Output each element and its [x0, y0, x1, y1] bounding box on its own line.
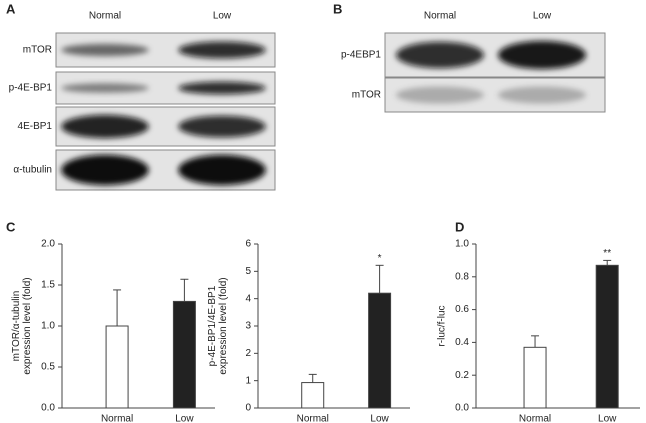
blot-band [396, 41, 484, 69]
blot-band [61, 83, 149, 93]
bar [105, 325, 129, 409]
y-tick-label: 0.8 [455, 271, 469, 282]
x-tick-label: Normal [519, 414, 551, 423]
y-tick-label: 1.0 [455, 239, 469, 250]
panel-label: A [6, 1, 16, 16]
y-tick-label: 1 [245, 375, 251, 386]
x-tick-label: Low [175, 414, 194, 423]
row-label: p-4E-BP1 [9, 83, 53, 94]
x-tick-label: Normal [101, 414, 133, 423]
significance: * [378, 253, 382, 264]
y-tick-label: 0.4 [455, 337, 469, 348]
significance: ** [603, 248, 611, 259]
y-tick-label: 0.0 [455, 403, 469, 414]
row-label: p-4EBP1 [341, 50, 381, 61]
row-label: mTOR [23, 45, 52, 56]
column-header: Normal [89, 11, 121, 22]
y-tick-label: 0.2 [455, 370, 469, 381]
x-tick-label: Low [370, 414, 389, 423]
x-tick-label: Low [598, 414, 617, 423]
blot-band [498, 40, 586, 70]
y-tick-label: 3 [245, 321, 251, 332]
panel-label: C [6, 219, 16, 234]
blot-band [178, 41, 266, 59]
x-tick-label: Normal [297, 414, 329, 423]
panel-label: D [455, 219, 464, 234]
column-header: Low [213, 11, 232, 22]
y-axis-label: p-4E-BP1/4E-BP1 [207, 285, 218, 366]
y-tick-label: 1.5 [41, 280, 55, 291]
y-tick-label: 0.6 [455, 304, 469, 315]
y-axis-label: expression level (fold) [22, 277, 33, 374]
y-axis-label: mTOR/α-tubulin [11, 291, 22, 362]
blot-band [61, 43, 149, 57]
blot-band [61, 154, 149, 186]
y-axis-label: r-luc/f-luc [437, 305, 448, 346]
y-tick-label: 5 [245, 266, 251, 277]
y-tick-label: 0.0 [41, 403, 55, 414]
y-tick-label: 2.0 [41, 239, 55, 250]
bar [523, 346, 547, 409]
y-tick-label: 0 [245, 403, 251, 414]
row-label: α-tubulin [13, 165, 52, 176]
y-tick-label: 6 [245, 239, 251, 250]
y-axis-label: expression level (fold) [218, 277, 229, 374]
column-header: Normal [424, 11, 456, 22]
bar [301, 382, 325, 409]
row-label: mTOR [352, 90, 381, 101]
blot-band [178, 115, 266, 138]
y-tick-label: 4 [245, 293, 251, 304]
row-label: 4E-BP1 [18, 121, 53, 132]
column-header: Low [533, 11, 552, 22]
bar [368, 292, 392, 409]
y-tick-label: 1.0 [41, 321, 55, 332]
bar [595, 264, 619, 409]
blot-band [178, 81, 266, 95]
y-tick-label: 0.5 [41, 362, 55, 373]
bar [172, 300, 196, 409]
blot-band [61, 114, 149, 139]
blot-band [498, 86, 586, 104]
blot-band [178, 154, 266, 186]
panel-label: B [333, 1, 342, 16]
blot-band [396, 86, 484, 104]
y-tick-label: 2 [245, 348, 251, 359]
